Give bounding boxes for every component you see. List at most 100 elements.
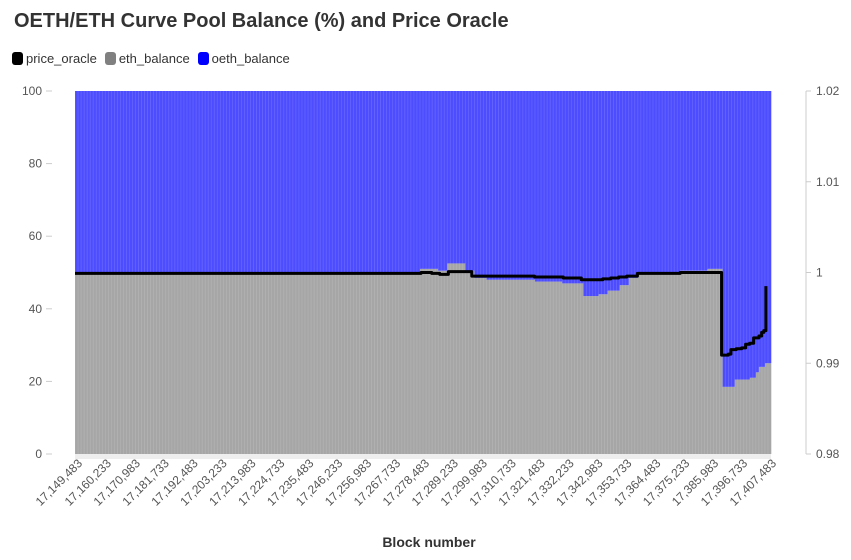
bar-oeth-balance — [368, 91, 372, 273]
bar-oeth-balance — [671, 91, 675, 273]
bar-oeth-balance — [317, 91, 321, 273]
bar-oeth-balance — [695, 91, 699, 271]
bar-eth-balance — [256, 272, 260, 454]
bar-oeth-balance — [601, 91, 605, 295]
bar-eth-balance — [301, 272, 306, 454]
bar-eth-balance — [544, 281, 548, 454]
bar-oeth-balance — [429, 91, 433, 269]
bar-oeth-balance — [610, 91, 614, 291]
bar-eth-balance — [156, 272, 161, 454]
bar-eth-balance — [383, 272, 387, 454]
chart-legend: price_oracle eth_balance oeth_balance — [12, 51, 298, 66]
legend-item-price-oracle[interactable]: price_oracle — [12, 51, 97, 66]
bar-eth-balance — [386, 272, 391, 454]
bar-eth-balance — [595, 296, 599, 454]
bar-eth-balance — [407, 272, 412, 454]
bar-eth-balance — [722, 386, 726, 454]
bar-eth-balance — [441, 270, 445, 454]
bar-eth-balance — [743, 379, 748, 454]
bar-eth-balance — [189, 272, 194, 454]
bar-oeth-balance — [416, 91, 421, 273]
bar-eth-balance — [447, 263, 451, 454]
bar-eth-balance — [280, 272, 285, 454]
bar-eth-balance — [616, 290, 620, 454]
bar-oeth-balance — [683, 91, 687, 271]
bar-eth-balance — [347, 272, 351, 454]
bar-oeth-balance — [728, 91, 732, 387]
bar-oeth-balance — [752, 91, 757, 378]
bar-eth-balance — [450, 263, 454, 454]
bar-oeth-balance — [746, 91, 751, 380]
bar-eth-balance — [465, 270, 469, 454]
bar-eth-balance — [326, 272, 330, 454]
bar-oeth-balance — [165, 91, 170, 273]
bar-oeth-balance — [193, 91, 197, 273]
bar-eth-balance — [199, 272, 203, 454]
bar-eth-balance — [589, 296, 593, 454]
bar-oeth-balance — [686, 91, 690, 271]
bar-oeth-balance — [719, 91, 723, 269]
bar-eth-balance — [283, 272, 288, 454]
bar-oeth-balance — [701, 91, 705, 271]
bar-eth-balance — [223, 272, 227, 454]
bar-eth-balance — [168, 272, 173, 454]
bar-eth-balance — [662, 272, 666, 454]
bar-eth-balance — [435, 268, 439, 454]
bar-oeth-balance — [229, 91, 233, 273]
bar-oeth-balance — [622, 91, 627, 286]
bar-eth-balance — [365, 272, 369, 454]
bar-oeth-balance — [465, 91, 469, 271]
legend-item-eth-balance[interactable]: eth_balance — [104, 51, 190, 66]
bar-eth-balance — [186, 272, 191, 454]
bar-eth-balance — [704, 270, 708, 454]
bar-oeth-balance — [758, 91, 763, 367]
bar-eth-balance — [559, 281, 563, 454]
bar-oeth-balance — [761, 91, 766, 367]
bar-oeth-balance — [141, 91, 145, 273]
bar-oeth-balance — [277, 91, 282, 273]
bar-oeth-balance — [668, 91, 672, 273]
bar-oeth-balance — [341, 91, 345, 273]
bar-eth-balance — [628, 277, 633, 454]
bar-oeth-balance — [528, 91, 533, 280]
bar-eth-balance — [389, 272, 394, 454]
bar-eth-balance — [132, 272, 136, 454]
bar-oeth-balance — [426, 91, 430, 269]
bar-eth-balance — [135, 272, 139, 454]
bar-eth-balance — [416, 272, 421, 454]
bar-eth-balance — [698, 270, 702, 454]
bar-eth-balance — [619, 285, 624, 454]
bar-oeth-balance — [214, 91, 218, 273]
bar-oeth-balance — [680, 91, 684, 271]
bar-oeth-balance — [492, 91, 496, 280]
bar-oeth-balance — [347, 91, 351, 273]
bar-oeth-balance — [743, 91, 748, 380]
bar-oeth-balance — [147, 91, 151, 273]
bar-oeth-balance — [87, 91, 91, 273]
bar-eth-balance — [329, 272, 333, 454]
bar-oeth-balance — [365, 91, 369, 273]
bar-oeth-balance — [704, 91, 708, 271]
y2-tick-label: 1.02 — [816, 84, 840, 98]
bar-oeth-balance — [232, 91, 236, 273]
bar-eth-balance — [180, 272, 185, 454]
bar-eth-balance — [93, 272, 97, 454]
bar-eth-balance — [507, 279, 512, 454]
bar-oeth-balance — [553, 91, 557, 282]
bar-oeth-balance — [211, 91, 215, 273]
bar-oeth-balance — [565, 91, 569, 284]
bar-eth-balance — [477, 277, 481, 454]
bar-eth-balance — [183, 272, 188, 454]
bar-oeth-balance — [380, 91, 384, 273]
bar-eth-balance — [238, 272, 242, 454]
bar-eth-balance — [459, 263, 463, 454]
bar-eth-balance — [556, 281, 560, 454]
bar-eth-balance — [413, 272, 418, 454]
bar-eth-balance — [126, 272, 130, 454]
bar-oeth-balance — [144, 91, 148, 273]
bar-eth-balance — [84, 272, 88, 454]
bar-eth-balance — [419, 268, 424, 454]
bar-eth-balance — [247, 272, 251, 454]
bar-eth-balance — [362, 272, 366, 454]
legend-item-oeth-balance[interactable]: oeth_balance — [197, 51, 290, 66]
